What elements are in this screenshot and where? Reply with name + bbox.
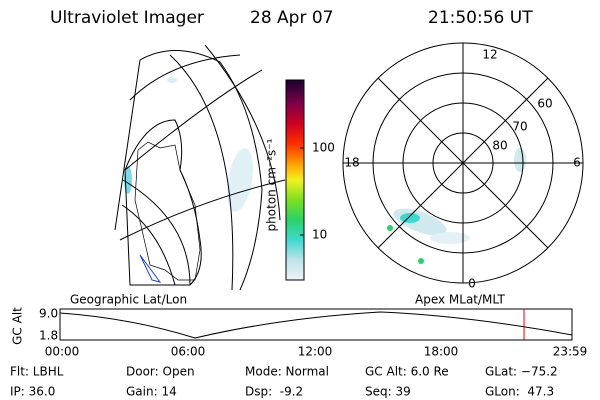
mlt-label: 6 bbox=[573, 156, 581, 170]
time-label: 18:00 bbox=[424, 345, 459, 359]
colorbar-tick-label: 100 bbox=[312, 141, 335, 155]
footer-field: Gain: 14 bbox=[126, 385, 177, 399]
footer-field: Dsp: -9.2 bbox=[245, 385, 303, 399]
footer-field: Flt: LBHL bbox=[10, 365, 64, 379]
date: 28 Apr 07 bbox=[250, 8, 333, 28]
footer-field: Seq: 39 bbox=[365, 385, 411, 399]
footer: Flt: LBHL Door: Open Mode: Normal GC Alt: 6… bbox=[10, 365, 558, 399]
time-label: 00:00 bbox=[45, 345, 80, 359]
time: 21:50:56 UT bbox=[428, 8, 533, 28]
mlt-label: 0 bbox=[468, 277, 476, 291]
lat-label: 80 bbox=[492, 139, 507, 153]
footer-field: IP: 36.0 bbox=[10, 385, 55, 399]
lat-label: 70 bbox=[512, 120, 527, 134]
geo-map bbox=[114, 44, 286, 291]
time-label: 12:00 bbox=[298, 345, 333, 359]
footer-field: Door: Open bbox=[126, 365, 195, 379]
timeline-title: Geographic Lat/Lon bbox=[70, 293, 187, 307]
polar-plot bbox=[342, 42, 584, 284]
y-label: 1.8 bbox=[39, 329, 58, 343]
y-label: 9.0 bbox=[39, 307, 58, 321]
lat-label: 60 bbox=[537, 97, 552, 111]
colorbar bbox=[285, 79, 305, 281]
altitude-curve bbox=[59, 311, 573, 339]
title: Ultraviolet Imager bbox=[50, 8, 204, 28]
mlt-label: 18 bbox=[344, 156, 359, 170]
timeline-title: Apex MLat/MLT bbox=[415, 293, 505, 307]
footer-field: GLat: −75.2 bbox=[485, 365, 558, 379]
timeline-axis-label: GC Alt bbox=[11, 307, 25, 345]
mlt-label: 12 bbox=[482, 48, 497, 62]
footer-field: GC Alt: 6.0 Re bbox=[365, 365, 449, 379]
time-label: 23:59 bbox=[553, 345, 588, 359]
time-label: 06:00 bbox=[171, 345, 206, 359]
colorbar-label: photon cm⁻²s⁻¹ bbox=[265, 138, 279, 231]
footer-field: GLon: 47.3 bbox=[485, 385, 554, 399]
colorbar-tick-label: 10 bbox=[312, 228, 327, 242]
footer-field: Mode: Normal bbox=[245, 365, 329, 379]
timeline-box bbox=[59, 308, 573, 341]
